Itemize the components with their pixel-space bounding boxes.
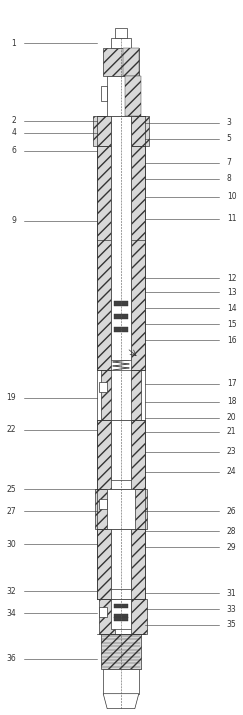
Text: 15: 15 xyxy=(227,320,236,329)
Text: 4: 4 xyxy=(11,129,16,137)
Bar xyxy=(114,614,128,618)
Bar xyxy=(125,76,141,116)
Text: 13: 13 xyxy=(227,287,236,297)
Bar xyxy=(131,490,147,529)
Polygon shape xyxy=(103,694,139,709)
Bar xyxy=(97,529,111,599)
Bar xyxy=(123,48,139,76)
Text: 11: 11 xyxy=(227,214,236,223)
Text: 34: 34 xyxy=(7,608,16,618)
Bar xyxy=(114,604,128,608)
Text: 31: 31 xyxy=(227,588,236,598)
Text: 2: 2 xyxy=(11,117,16,125)
Text: 5: 5 xyxy=(227,134,232,143)
Text: 9: 9 xyxy=(11,216,16,225)
Text: 23: 23 xyxy=(227,447,236,456)
Bar xyxy=(115,29,127,38)
Text: 16: 16 xyxy=(227,335,236,345)
Bar xyxy=(103,48,139,76)
Bar xyxy=(95,490,111,529)
Text: 25: 25 xyxy=(7,485,16,494)
Text: 10: 10 xyxy=(227,192,236,201)
Bar xyxy=(114,327,128,332)
Text: 19: 19 xyxy=(7,393,16,403)
Bar xyxy=(111,529,131,589)
Text: 36: 36 xyxy=(7,654,16,664)
Bar xyxy=(101,370,111,420)
Text: 27: 27 xyxy=(7,507,16,516)
Text: 30: 30 xyxy=(7,540,16,549)
Bar xyxy=(131,116,149,146)
Bar xyxy=(97,116,111,370)
Bar xyxy=(99,382,107,392)
Text: 26: 26 xyxy=(227,507,236,516)
Bar xyxy=(101,86,107,101)
Text: 21: 21 xyxy=(227,427,236,436)
Text: 14: 14 xyxy=(227,304,236,312)
Text: 20: 20 xyxy=(227,413,236,423)
Bar xyxy=(103,669,139,694)
Text: 6: 6 xyxy=(11,147,16,155)
Bar xyxy=(131,370,141,420)
Text: 35: 35 xyxy=(227,621,236,629)
Bar xyxy=(93,116,111,146)
Bar xyxy=(114,314,128,319)
Text: 22: 22 xyxy=(7,425,16,434)
Bar xyxy=(99,599,115,634)
Bar xyxy=(99,500,107,509)
Text: 29: 29 xyxy=(227,543,236,552)
Bar xyxy=(114,617,128,621)
Bar xyxy=(111,599,131,629)
Text: 24: 24 xyxy=(227,467,236,476)
Bar xyxy=(111,116,131,360)
Text: 17: 17 xyxy=(227,380,236,388)
Bar xyxy=(107,76,135,116)
Bar xyxy=(131,116,145,370)
Bar xyxy=(114,301,128,306)
Bar xyxy=(131,599,147,634)
Text: 28: 28 xyxy=(227,527,236,536)
Bar xyxy=(111,38,131,48)
Bar xyxy=(97,420,111,490)
Bar xyxy=(111,420,131,480)
Text: 18: 18 xyxy=(227,398,236,406)
Text: 7: 7 xyxy=(227,158,232,167)
Bar xyxy=(107,490,135,529)
Text: 33: 33 xyxy=(227,604,236,613)
Text: 1: 1 xyxy=(11,39,16,48)
Bar xyxy=(101,634,141,669)
Text: 32: 32 xyxy=(7,586,16,596)
Bar xyxy=(131,420,145,490)
Text: 8: 8 xyxy=(227,174,232,183)
Bar xyxy=(131,529,145,599)
Text: 12: 12 xyxy=(227,274,236,283)
Bar xyxy=(99,607,107,617)
Text: 3: 3 xyxy=(227,119,232,127)
